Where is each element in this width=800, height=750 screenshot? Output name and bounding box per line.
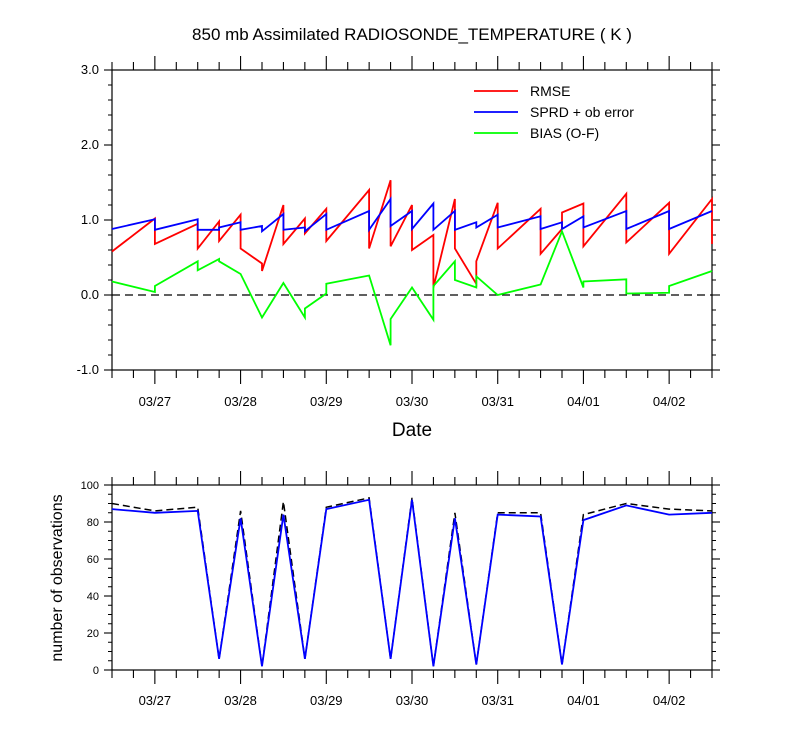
x-tick-label: 04/02	[653, 693, 686, 708]
x-tick-label: 03/30	[396, 693, 429, 708]
x-tick-label: 03/31	[481, 394, 514, 409]
y-tick-label: 2.0	[81, 137, 99, 152]
y-tick-label: 20	[87, 628, 99, 640]
legend-label: BIAS (O-F)	[530, 125, 599, 141]
observations-y-ticks: 0 20 40 60 80 100	[81, 480, 720, 677]
y-tick-label: 80	[87, 517, 99, 529]
x-tick-label: 04/01	[567, 394, 600, 409]
x-tick-label: 03/30	[396, 394, 429, 409]
temperature-y-ticks: -1.0 0.0 1.0 2.0 3.0	[77, 62, 720, 377]
temperature-x-ticks: 03/27 03/28 03/29 03/30 03/31 04/01 04/02	[111, 56, 713, 409]
y-tick-label: 0.0	[81, 287, 99, 302]
y-tick-label: 0	[93, 665, 99, 677]
y-tick-label: 100	[81, 480, 99, 492]
observations-chart: 0 20 40 60 80 100 03/27 03/28 03/29 03/30 03/31 04…	[81, 471, 720, 708]
y-tick-label: -1.0	[77, 362, 99, 377]
x-tick-label: 04/02	[653, 394, 686, 409]
y-tick-label: 60	[87, 554, 99, 566]
chart-title: 850 mb Assimilated RADIOSONDE_TEMPERATUR…	[192, 25, 632, 44]
observations-y-axis-label: number of observations	[49, 494, 66, 661]
x-tick-label: 03/28	[224, 394, 257, 409]
y-tick-label: 1.0	[81, 212, 99, 227]
legend-label: SPRD + ob error	[530, 104, 634, 120]
y-tick-label: 40	[87, 591, 99, 603]
x-tick-label: 03/27	[139, 394, 172, 409]
series-line-sprd-ob-error	[111, 196, 713, 234]
x-tick-label: 03/27	[139, 693, 172, 708]
temperature-legend: RMSE SPRD + ob error BIAS (O-F)	[474, 83, 634, 141]
series-line-bias-o-f	[111, 228, 713, 346]
series-line-assimilated-observations	[111, 498, 713, 667]
temperature-chart: -1.00.01.02.03.0 03/27 03/28 03/29 03/30 03/…	[77, 56, 720, 409]
x-tick-label: 04/01	[567, 693, 600, 708]
temperature-series	[111, 179, 713, 346]
observations-x-ticks: 03/27 03/28 03/29 03/30 03/31 04/01 04/02	[111, 471, 713, 708]
y-tick-label: 3.0	[81, 62, 99, 77]
x-axis-label: Date	[392, 420, 432, 441]
series-line-rmse	[111, 179, 713, 288]
x-tick-label: 03/29	[310, 394, 343, 409]
x-tick-label: 03/29	[310, 693, 343, 708]
x-tick-label: 03/28	[224, 693, 257, 708]
legend-label: RMSE	[530, 83, 570, 99]
x-tick-label: 03/31	[481, 693, 514, 708]
observations-series	[111, 496, 713, 667]
